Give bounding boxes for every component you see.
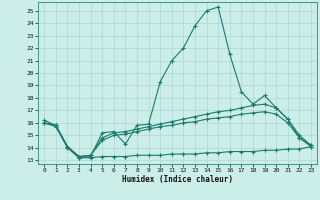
X-axis label: Humidex (Indice chaleur): Humidex (Indice chaleur) (122, 175, 233, 184)
